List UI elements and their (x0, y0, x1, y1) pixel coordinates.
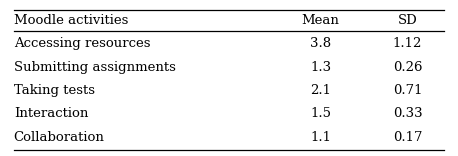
Text: 1.5: 1.5 (310, 107, 331, 120)
Text: Collaboration: Collaboration (14, 131, 104, 144)
Text: 1.1: 1.1 (310, 131, 331, 144)
Text: Moodle activities: Moodle activities (14, 14, 128, 27)
Text: Interaction: Interaction (14, 107, 88, 120)
Text: 2.1: 2.1 (310, 84, 331, 97)
Text: SD: SD (398, 14, 418, 27)
Text: 0.33: 0.33 (393, 107, 422, 120)
Text: 0.17: 0.17 (393, 131, 422, 144)
Text: 3.8: 3.8 (310, 37, 331, 50)
Text: 0.26: 0.26 (393, 61, 422, 74)
Text: Mean: Mean (302, 14, 339, 27)
Text: Submitting assignments: Submitting assignments (14, 61, 175, 74)
Text: 0.71: 0.71 (393, 84, 422, 97)
Text: Accessing resources: Accessing resources (14, 37, 150, 50)
Text: 1.12: 1.12 (393, 37, 422, 50)
Text: 1.3: 1.3 (310, 61, 331, 74)
Text: Taking tests: Taking tests (14, 84, 95, 97)
